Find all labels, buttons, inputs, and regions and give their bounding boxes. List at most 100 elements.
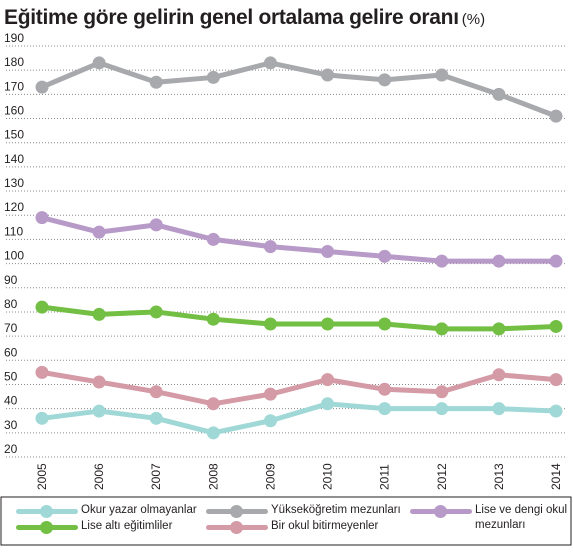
y-tick-label: 140: [4, 152, 24, 166]
data-point: [492, 254, 506, 268]
series-2: [35, 211, 563, 268]
legend-box: [0, 496, 572, 546]
y-tick-label: 120: [4, 200, 24, 214]
y-tick-label: 100: [4, 249, 24, 263]
data-point: [92, 225, 106, 239]
data-point: [206, 426, 220, 440]
grid-lines: [6, 45, 566, 458]
data-point: [206, 232, 220, 246]
legend-label-line2: mezunları: [475, 519, 526, 531]
y-tick-label: 170: [4, 79, 24, 93]
data-point: [378, 317, 392, 331]
x-tick-label: 2014: [549, 463, 563, 490]
legend-label: Bir okul bitirmeyenler: [271, 520, 379, 532]
series-line: [39, 369, 559, 407]
series-group: [35, 56, 563, 440]
series-1: [35, 56, 563, 123]
x-tick-label: 2012: [435, 463, 449, 490]
y-tick-label: 90: [4, 273, 18, 287]
data-point: [321, 245, 335, 258]
x-axis-tick-labels: 2005 2006 2007 2008 2009 2010 2011 2012 2013 2014: [35, 463, 563, 490]
data-point: [206, 312, 220, 326]
y-tick-label: 150: [4, 128, 24, 142]
data-point: [549, 254, 563, 268]
data-point: [435, 322, 449, 336]
y-tick-label: 20: [4, 442, 18, 456]
x-tick-label: 2011: [378, 464, 392, 490]
data-point: [149, 411, 163, 425]
data-point: [206, 70, 220, 84]
legend-label: Lise altı eğitimliler: [81, 520, 173, 532]
data-point: [549, 109, 563, 123]
legend-marker: [434, 505, 447, 518]
data-point: [35, 411, 49, 425]
data-point: [378, 249, 392, 263]
data-point: [378, 402, 392, 416]
series-line: [39, 215, 559, 264]
data-point: [549, 373, 563, 387]
data-point: [492, 368, 506, 382]
data-point: [435, 68, 449, 82]
data-point: [92, 56, 106, 70]
data-point: [35, 365, 49, 379]
y-tick-label: 30: [4, 418, 18, 432]
x-tick-label: 2005: [35, 463, 49, 490]
y-tick-label: 40: [4, 394, 18, 408]
chart-title: Eğitime göre gelirin genel ortalama geli…: [4, 6, 485, 30]
legend-label: Lise ve dengi okul mezunları: [475, 503, 567, 533]
legend-label: Okur yazar olmayanlar: [81, 504, 197, 516]
data-point: [263, 240, 277, 254]
y-tick-label: 130: [4, 176, 24, 190]
data-point: [492, 322, 506, 336]
series-4: [35, 365, 563, 411]
y-tick-label: 70: [4, 321, 18, 335]
data-point: [492, 87, 506, 101]
data-point: [435, 402, 449, 416]
x-tick-label: 2010: [321, 463, 335, 490]
data-point: [549, 404, 563, 418]
data-point: [492, 402, 506, 416]
y-tick-label: 180: [4, 55, 24, 69]
legend-marker: [40, 505, 53, 518]
data-point: [378, 382, 392, 396]
legend-marker: [230, 505, 243, 518]
legend-label-line1: Lise ve dengi okul: [475, 504, 568, 516]
data-point: [549, 319, 563, 333]
y-tick-label: 50: [4, 369, 18, 383]
data-point: [378, 73, 392, 87]
data-point: [92, 307, 106, 321]
data-point: [149, 305, 163, 319]
x-tick-label: 2009: [263, 463, 277, 490]
series-line: [39, 304, 559, 332]
x-tick-label: 2006: [92, 463, 106, 490]
legend-marker: [230, 521, 243, 534]
title-text: Eğitime göre gelirin genel ortalama geli…: [4, 6, 459, 29]
data-point: [35, 80, 49, 94]
legend-label: Yükseköğretim mezunları: [271, 504, 401, 516]
data-point: [435, 385, 449, 399]
y-axis-tick-labels: 20 30 40 50 60 70 80 90 100 110 120 130 140 150 160 170…: [4, 31, 24, 456]
data-point: [149, 385, 163, 399]
data-point: [321, 373, 335, 387]
data-point: [92, 404, 106, 418]
series-line: [39, 60, 559, 119]
data-point: [206, 397, 220, 411]
data-point: [263, 387, 277, 401]
x-tick-label: 2013: [492, 463, 506, 490]
data-point: [263, 414, 277, 428]
series-0: [35, 397, 563, 440]
data-point: [35, 211, 49, 225]
y-tick-label: 190: [4, 31, 24, 45]
data-point: [263, 317, 277, 331]
title-unit: (%): [461, 11, 486, 28]
data-point: [149, 75, 163, 89]
x-tick-label: 2007: [149, 463, 163, 490]
data-point: [92, 375, 106, 389]
y-tick-label: 110: [4, 224, 23, 238]
data-point: [435, 254, 449, 268]
data-point: [321, 68, 335, 82]
data-point: [263, 56, 277, 70]
data-point: [35, 300, 49, 314]
x-tick-label: 2008: [206, 463, 220, 490]
